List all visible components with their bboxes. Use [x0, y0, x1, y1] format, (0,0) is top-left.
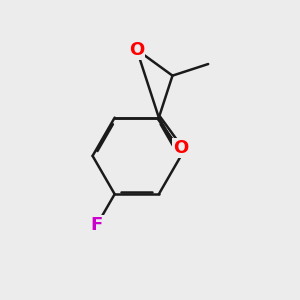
Text: O: O	[129, 41, 144, 59]
Text: O: O	[173, 139, 188, 157]
Text: F: F	[91, 216, 103, 234]
